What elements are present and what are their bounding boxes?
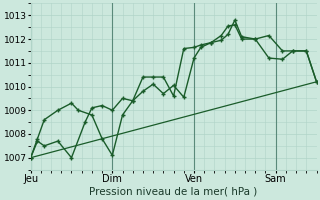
X-axis label: Pression niveau de la mer( hPa ): Pression niveau de la mer( hPa )	[90, 187, 258, 197]
